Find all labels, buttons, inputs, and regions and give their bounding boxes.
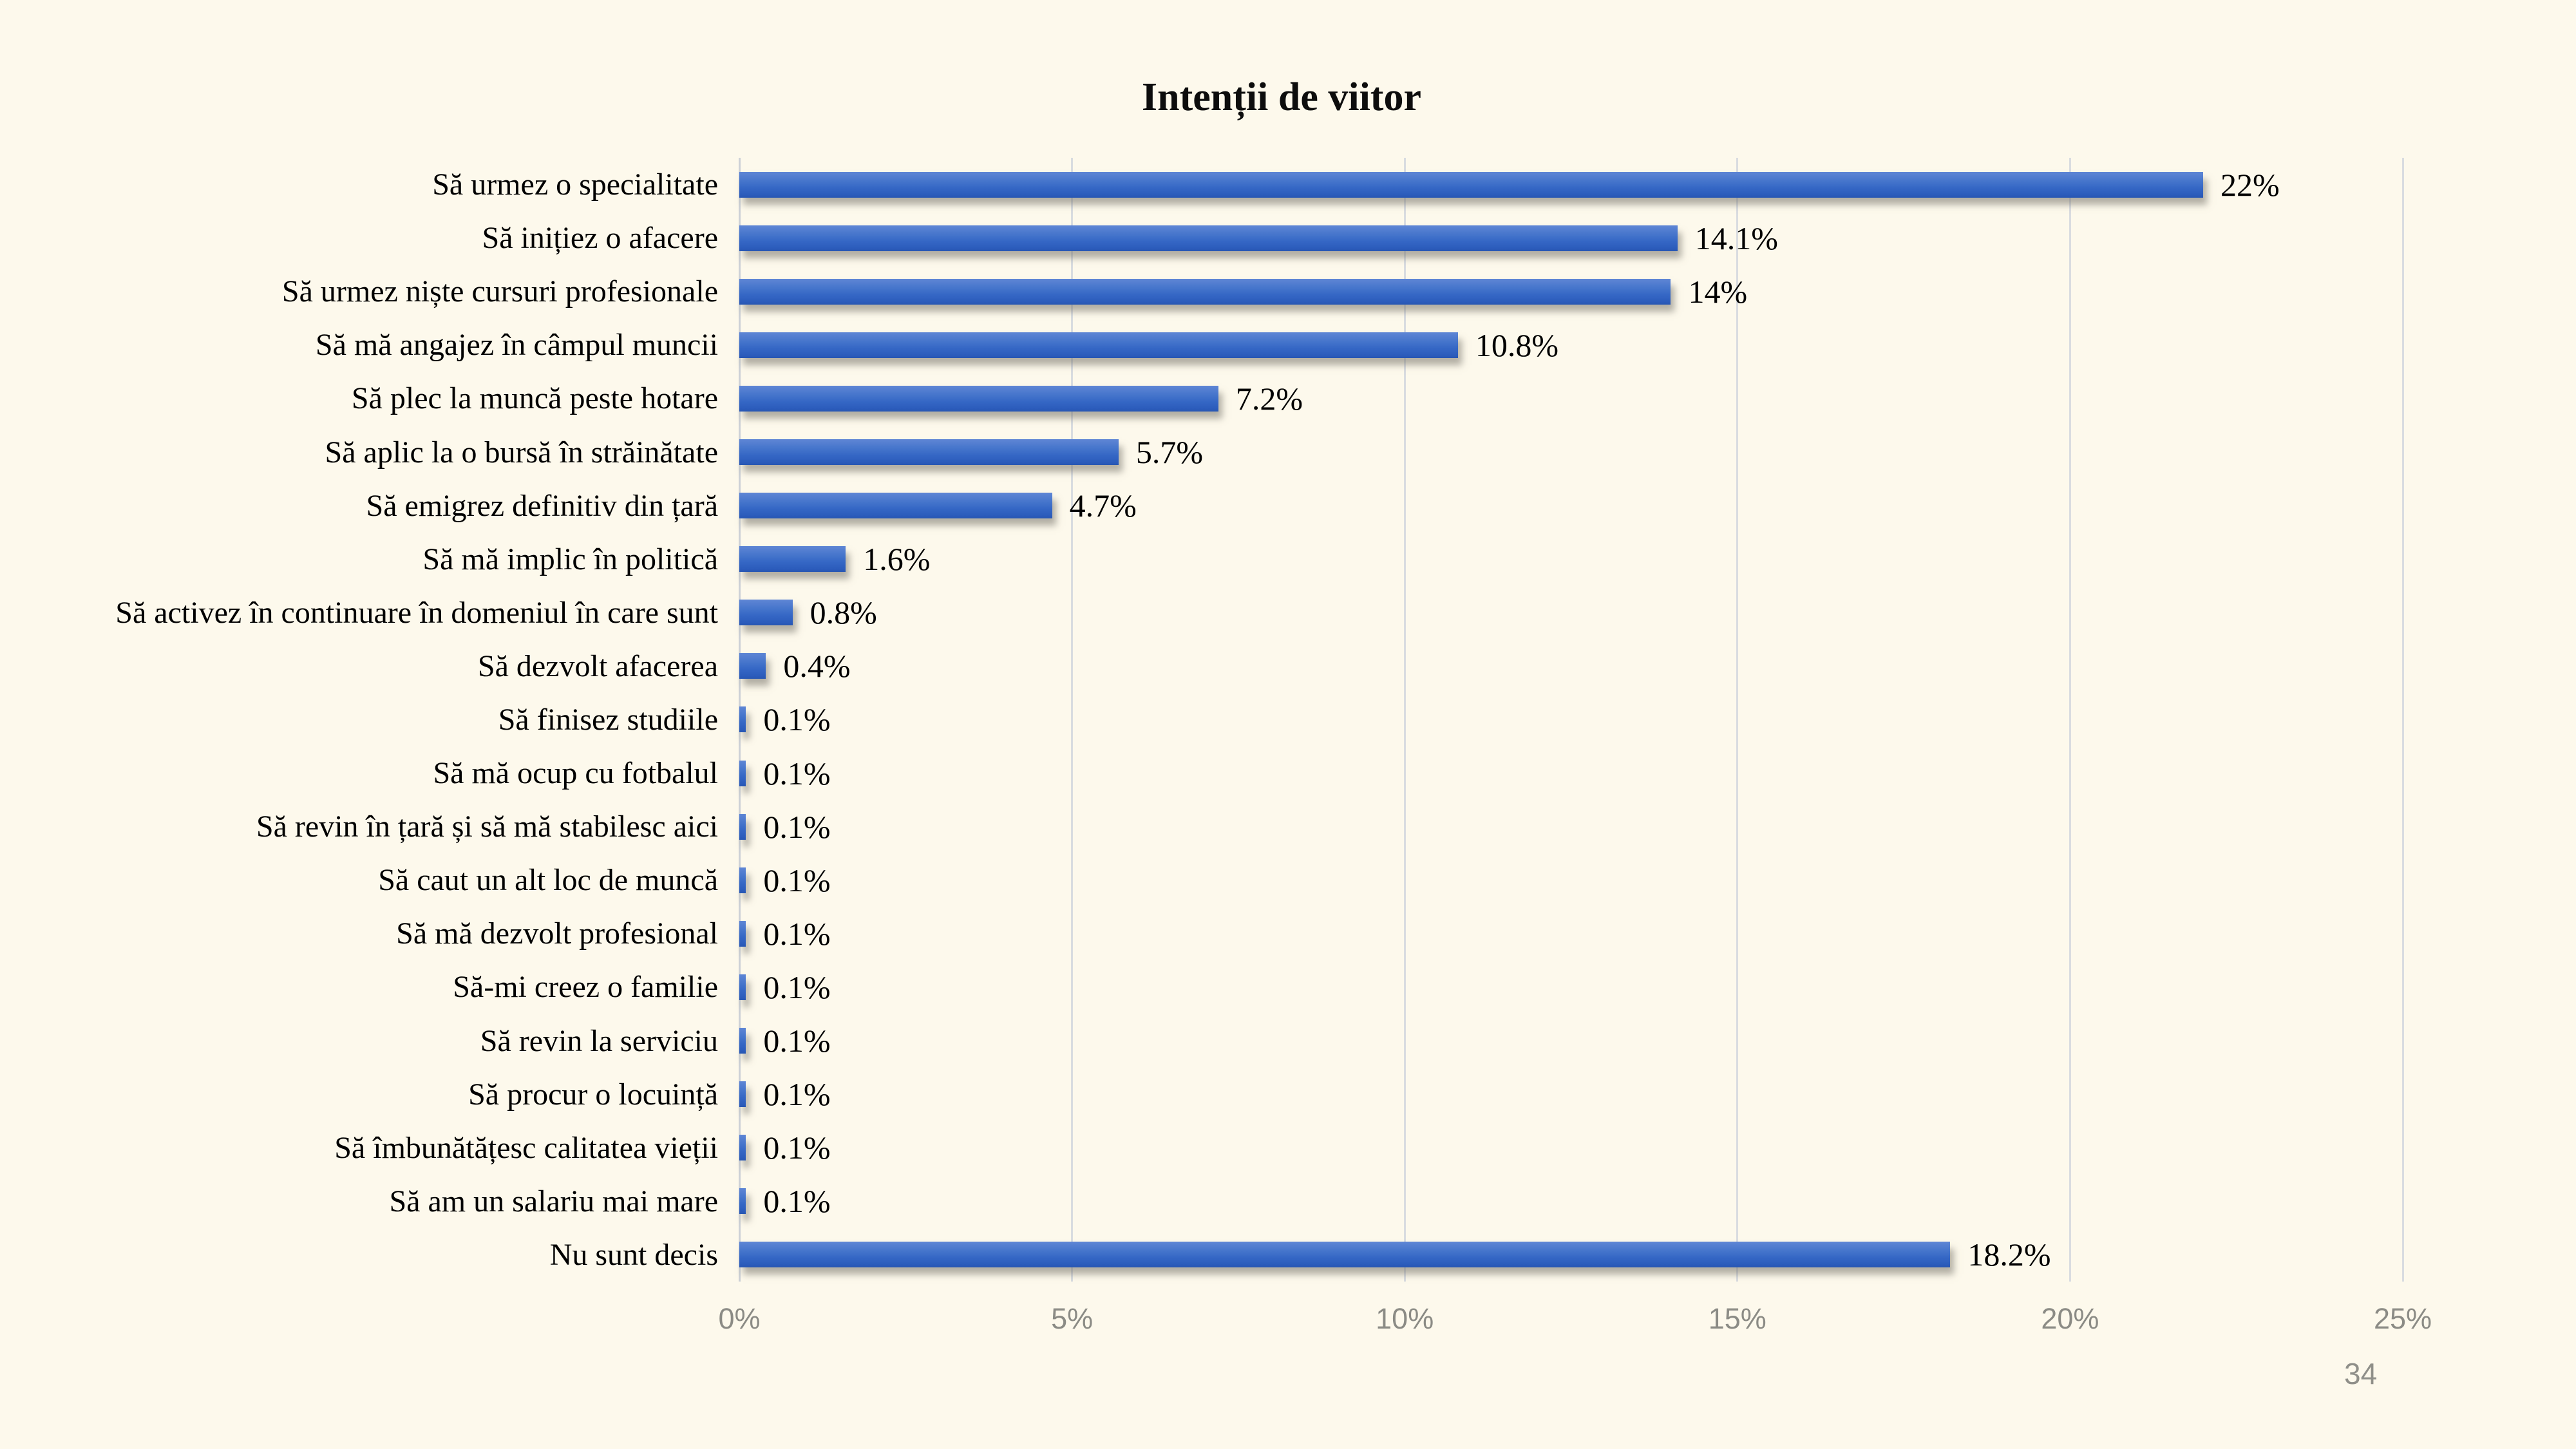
- x-tick-label: 25%: [2373, 1302, 2432, 1335]
- gridline: [2401, 158, 2404, 1282]
- value-label: 22%: [2221, 166, 2280, 203]
- value-label: 14%: [1688, 273, 1748, 310]
- value-label: 0.1%: [763, 755, 831, 791]
- chart-row: Să finisez studiile 0.1%: [498, 693, 2403, 746]
- chart-row: Să aplic la o bursă în străinătate 5.7%: [325, 425, 2403, 478]
- category-label: Să mă implic în politică: [422, 542, 718, 576]
- value-label: 0.1%: [763, 969, 831, 1005]
- bar: [739, 385, 1218, 412]
- category-label: Să-mi creez o familie: [453, 970, 718, 1005]
- gridline: [1071, 158, 1074, 1282]
- category-label: Să am un salariu mai mare: [389, 1184, 719, 1218]
- value-label: 18.2%: [1967, 1236, 2051, 1273]
- category-label: Nu sunt decis: [549, 1237, 718, 1272]
- bar: [739, 332, 1458, 358]
- chart-row: Să revin în țară și să mă stabilesc aici…: [256, 800, 2403, 853]
- bar: [739, 1028, 746, 1054]
- bar: [739, 278, 1671, 305]
- category-label: Să revin în țară și să mă stabilesc aici: [256, 810, 718, 844]
- gridline: [1736, 158, 1739, 1282]
- chart-row: Să urmez o specialitate 22%: [432, 158, 2403, 211]
- bar: [739, 867, 746, 893]
- x-tick-label: 5%: [1051, 1302, 1094, 1335]
- value-label: 10.8%: [1475, 327, 1558, 363]
- bar: [739, 920, 746, 947]
- value-label: 0.8%: [810, 594, 877, 631]
- x-tick-label: 0%: [718, 1302, 761, 1335]
- value-label: 4.7%: [1069, 488, 1137, 524]
- bar: [739, 546, 846, 573]
- category-label: Să activez în continuare în domeniul în …: [115, 595, 718, 630]
- chart-row: Nu sunt decis 18.2%: [550, 1228, 2403, 1282]
- category-label: Să urmez niște cursuri profesionale: [281, 274, 718, 309]
- bar: [739, 171, 2204, 198]
- category-label: Să emigrez definitiv din țară: [366, 488, 718, 523]
- chart-row: Să plec la muncă peste hotare 7.2%: [352, 372, 2403, 425]
- category-label: Să mă angajez în câmpul muncii: [315, 328, 718, 363]
- bar: [739, 974, 746, 1000]
- plot-area: Să urmez o specialitate 22% Să inițiez o a…: [115, 158, 2432, 1335]
- chart-title: Intenții de viitor: [1142, 75, 1421, 119]
- chart-row: Să dezvolt afacerea 0.4%: [478, 639, 2403, 693]
- value-label: 0.4%: [783, 648, 851, 685]
- chart-row: Să caut un alt loc de muncă 0.1%: [378, 853, 2403, 907]
- category-label: Să urmez o specialitate: [432, 167, 718, 202]
- category-label: Să finisez studiile: [498, 702, 718, 737]
- value-label: 0.1%: [763, 1183, 831, 1220]
- value-label: 0.1%: [763, 1130, 831, 1166]
- bar: [739, 1081, 746, 1108]
- category-label: Să revin la serviciu: [480, 1023, 718, 1058]
- bar: [739, 653, 766, 679]
- bar: [739, 1188, 746, 1215]
- x-tick-label: 20%: [2041, 1302, 2099, 1335]
- chart-row: Să mă dezvolt profesional 0.1%: [396, 907, 2403, 960]
- category-label: Să procur o locuință: [468, 1077, 718, 1112]
- gridline: [1403, 158, 1406, 1282]
- bar: [739, 1135, 746, 1161]
- bar: [739, 439, 1119, 466]
- value-label: 0.1%: [763, 862, 831, 898]
- value-label: 0.1%: [763, 915, 831, 952]
- chart-row: Să îmbunătățesc calitatea vieții 0.1%: [334, 1121, 2403, 1175]
- category-label: Să îmbunătățesc calitatea vieții: [334, 1130, 718, 1165]
- page-number: 34: [2344, 1357, 2378, 1390]
- value-label: 0.1%: [763, 808, 831, 845]
- category-label: Să mă dezvolt profesional: [396, 916, 718, 951]
- bar: [739, 493, 1052, 519]
- value-label: 0.1%: [763, 701, 831, 738]
- gridline: [2069, 158, 2071, 1282]
- value-label: 0.1%: [763, 1023, 831, 1059]
- chart-row: Să am un salariu mai mare 0.1%: [390, 1175, 2403, 1228]
- x-tick-label: 15%: [1708, 1302, 1766, 1335]
- category-label: Să caut un alt loc de muncă: [378, 863, 718, 898]
- value-label: 14.1%: [1694, 220, 1778, 256]
- chart-row: Să inițiez o afacere 14.1%: [482, 211, 2403, 265]
- chart-row: Să activez în continuare în domeniul în …: [115, 586, 2403, 639]
- bar: [739, 760, 746, 786]
- value-label: 0.1%: [763, 1076, 831, 1113]
- bar: [739, 706, 746, 733]
- chart-row: Să urmez niște cursuri profesionale 14%: [282, 265, 2403, 318]
- category-label: Să plec la muncă peste hotare: [351, 381, 718, 416]
- chart-row: Să mă ocup cu fotbalul 0.1%: [433, 746, 2403, 800]
- bar: [739, 600, 793, 626]
- chart-row: Să mă angajez în câmpul muncii 10.8%: [316, 318, 2403, 372]
- value-label: 7.2%: [1235, 380, 1303, 417]
- value-label: 1.6%: [863, 541, 931, 578]
- chart-row: Să procur o locuință 0.1%: [468, 1068, 2403, 1121]
- bar: [739, 1242, 1951, 1268]
- category-label: Să inițiez o afacere: [482, 221, 718, 256]
- bar: [739, 225, 1678, 251]
- chart-row: Să emigrez definitiv din țară 4.7%: [366, 479, 2403, 533]
- category-label: Să dezvolt afacerea: [477, 649, 718, 683]
- category-label: Să aplic la o bursă în străinătate: [325, 435, 718, 469]
- chart-row: Să-mi creez o familie 0.1%: [453, 960, 2403, 1014]
- category-label: Să mă ocup cu fotbalul: [433, 756, 718, 791]
- bar: [739, 813, 746, 840]
- chart-row: Să revin la serviciu 0.1%: [480, 1014, 2403, 1068]
- x-tick-label: 10%: [1376, 1302, 1434, 1335]
- chart-row: Să mă implic în politică 1.6%: [422, 533, 2403, 586]
- value-label: 5.7%: [1135, 434, 1204, 471]
